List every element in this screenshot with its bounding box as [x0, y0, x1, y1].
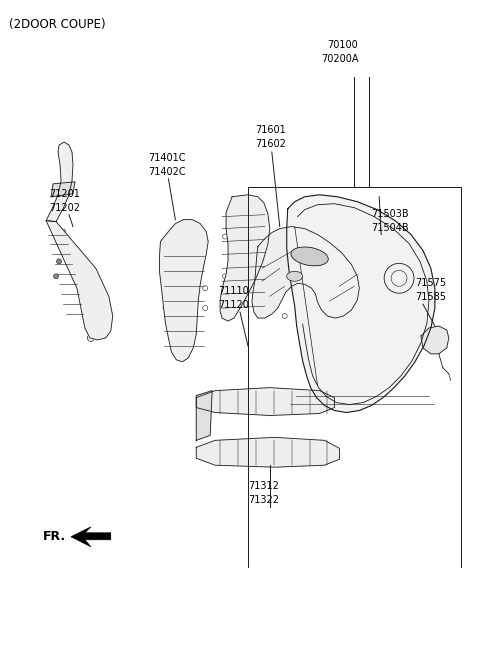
Text: 71602: 71602 — [255, 139, 286, 149]
Text: 70200A: 70200A — [322, 54, 359, 64]
Polygon shape — [46, 142, 73, 222]
Polygon shape — [196, 388, 335, 415]
Ellipse shape — [291, 247, 328, 266]
Polygon shape — [51, 182, 75, 197]
Text: 71110: 71110 — [218, 286, 249, 297]
Polygon shape — [159, 220, 208, 362]
Polygon shape — [252, 226, 360, 318]
Text: 70100: 70100 — [327, 39, 358, 50]
Text: 71575: 71575 — [415, 278, 446, 288]
Text: 71202: 71202 — [49, 203, 80, 213]
Polygon shape — [46, 220, 113, 340]
Polygon shape — [71, 527, 111, 546]
Circle shape — [54, 274, 59, 279]
Polygon shape — [287, 195, 435, 413]
Text: 71201: 71201 — [49, 189, 80, 199]
Text: 71585: 71585 — [415, 292, 446, 302]
Circle shape — [59, 244, 63, 249]
Text: 71601: 71601 — [255, 125, 286, 135]
Text: 71503B: 71503B — [371, 209, 409, 218]
Text: 71504B: 71504B — [371, 222, 409, 233]
Ellipse shape — [287, 272, 302, 281]
Text: 71402C: 71402C — [148, 167, 186, 177]
Polygon shape — [421, 326, 449, 354]
Polygon shape — [196, 390, 212, 440]
Polygon shape — [220, 195, 270, 321]
Polygon shape — [196, 438, 339, 467]
Circle shape — [60, 229, 65, 234]
Text: 71120: 71120 — [218, 300, 249, 310]
Text: 71312: 71312 — [248, 481, 279, 491]
Text: 71401C: 71401C — [148, 153, 186, 163]
Text: 71322: 71322 — [248, 495, 279, 505]
Text: (2DOOR COUPE): (2DOOR COUPE) — [9, 18, 106, 31]
Text: FR.: FR. — [43, 530, 66, 543]
Circle shape — [57, 259, 61, 264]
